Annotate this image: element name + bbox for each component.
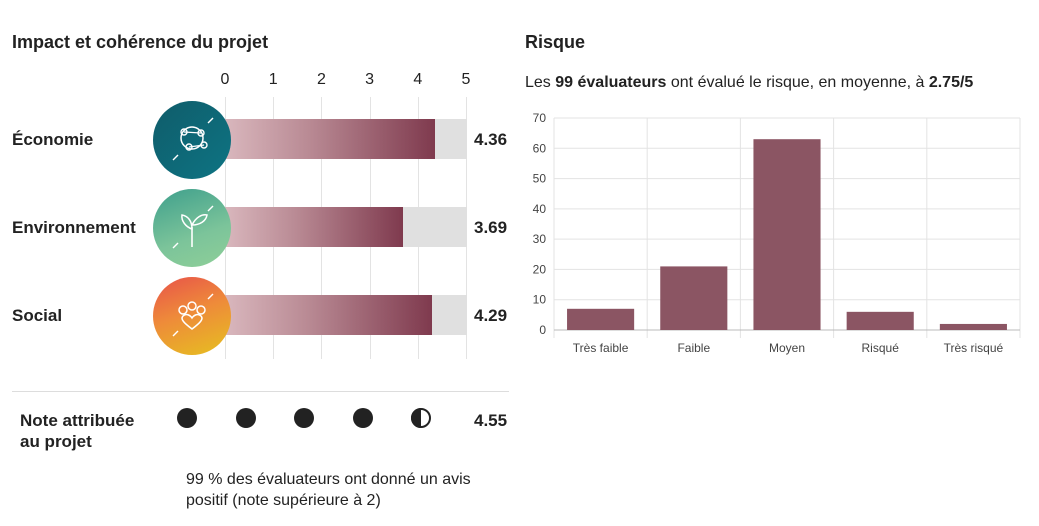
rating-dot (411, 408, 431, 428)
y-tick-label: 40 (533, 202, 547, 216)
impact-title: Impact et cohérence du projet (12, 32, 269, 52)
value-label: 4.29 (474, 306, 508, 325)
risk-subtitle: Les 99 évaluateurs ont évalué le risque,… (525, 74, 973, 92)
scale-tick-label: 2 (316, 71, 326, 88)
scale-tick-label: 4 (413, 71, 423, 88)
value-label: 3.69 (474, 218, 508, 237)
category-label: Économie (12, 130, 94, 149)
y-tick-label: 50 (533, 172, 547, 186)
y-tick-label: 20 (533, 262, 547, 276)
risk-bar-4 (939, 323, 1007, 330)
x-tick-label: Très risqué (944, 341, 1004, 355)
y-tick-label: 60 (533, 141, 547, 155)
rating-dot (177, 408, 197, 428)
plant-sprout-icon (153, 189, 231, 267)
rating-value: 4.55 (474, 411, 508, 430)
risk-bar-0 (567, 308, 635, 330)
people-heart-icon (153, 277, 231, 355)
y-tick-label: 0 (539, 323, 546, 337)
x-tick-label: Risqué (862, 341, 900, 355)
y-tick-label: 30 (533, 232, 547, 246)
y-tick-label: 10 (533, 293, 547, 307)
rating-label-line2: au projet (20, 432, 92, 451)
risk-bar-3 (846, 311, 914, 330)
risk-subtitle-middle: ont évalué le risque, en moyenne, à (666, 74, 929, 91)
risk-bar-1 (660, 266, 728, 330)
risk-subtitle-count: 99 évaluateurs (555, 74, 667, 91)
rating-summary: 99 % des évaluateurs ont donné un avis p… (186, 469, 471, 511)
rating-dot (294, 408, 314, 428)
rating-label: Note attribuée au projet (20, 410, 134, 452)
rating-summary-line1: 99 % des évaluateurs ont donné un avis (186, 471, 471, 488)
scale-tick-label: 5 (461, 71, 471, 88)
risk-title: Risque (525, 32, 586, 52)
scale-tick-label: 0 (220, 71, 230, 88)
x-tick-label: Moyen (769, 341, 805, 355)
bar-fill-1 (225, 207, 403, 247)
rating-summary-line2: positif (note supérieure à 2) (186, 492, 381, 509)
value-label: 4.36 (474, 130, 508, 149)
x-tick-label: Faible (677, 341, 710, 355)
category-label: Social (12, 306, 63, 325)
scale-tick-label: 3 (365, 71, 375, 88)
risk-subtitle-average: 2.75/5 (928, 74, 974, 91)
rating-dot (352, 408, 373, 428)
rating-dot (235, 408, 256, 428)
globe-network-icon (153, 101, 231, 179)
risk-bar-2 (753, 139, 821, 330)
risk-subtitle-prefix: Les (525, 74, 556, 91)
divider (12, 391, 509, 392)
y-tick-label: 70 (533, 111, 547, 125)
category-label: Environnement (12, 218, 136, 237)
risk-chart: 0 10 20 30 40 50 60 70 Très faible Faible Moyen Ris… (533, 111, 1021, 355)
scale-tick-label: 1 (268, 71, 278, 88)
x-tick-label: Très faible (573, 341, 629, 355)
rating-label-line1: Note attribuée (20, 411, 135, 430)
bar-fill-2 (225, 295, 432, 335)
bar-fill-0 (225, 119, 436, 159)
